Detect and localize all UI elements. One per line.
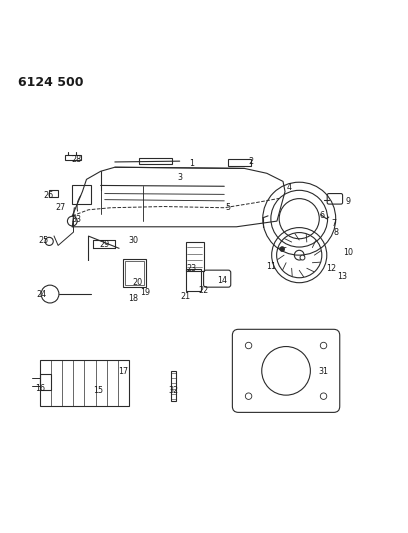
Text: 23: 23 [187,264,197,273]
Bar [40,374,51,390]
Text: 5: 5 [226,203,231,212]
Text: 24: 24 [37,290,47,300]
Bar [40,360,129,406]
Text: 18: 18 [128,294,138,303]
Bar [123,259,146,287]
Text: 11: 11 [266,262,276,271]
Text: 4: 4 [286,183,292,192]
Text: 6124 500: 6124 500 [18,76,83,89]
Text: 9: 9 [345,197,350,206]
Text: 12: 12 [326,264,337,273]
Bar [139,158,172,164]
Text: 14: 14 [217,276,227,285]
Bar [186,242,204,271]
Text: 13: 13 [337,272,347,281]
Text: 7: 7 [331,219,336,228]
Bar [49,190,58,197]
Text: 33: 33 [71,215,81,224]
Text: 19: 19 [140,288,150,297]
Text: 10: 10 [343,248,353,257]
Text: 15: 15 [93,385,104,394]
Text: 2: 2 [248,157,253,166]
Text: 28: 28 [71,155,82,164]
Bar [125,261,144,285]
Text: 8: 8 [333,228,338,237]
Text: 22: 22 [199,286,209,295]
Text: 25: 25 [39,236,49,245]
Circle shape [300,255,305,260]
Text: 6: 6 [319,212,324,220]
Text: 20: 20 [132,278,142,287]
Text: 30: 30 [128,236,138,245]
Text: 31: 31 [319,367,328,376]
Text: 17: 17 [118,367,128,376]
Text: 27: 27 [55,203,65,212]
Bar [171,370,176,401]
Text: 16: 16 [35,384,45,393]
Bar [72,185,91,204]
Bar [186,269,201,291]
Text: 21: 21 [181,293,191,301]
Bar [65,156,81,160]
Text: 26: 26 [43,191,53,200]
Circle shape [280,247,285,252]
Text: 1: 1 [189,159,194,168]
Text: 29: 29 [100,240,110,249]
Text: 3: 3 [177,173,182,182]
Text: 32: 32 [169,385,179,394]
Bar [228,159,251,166]
